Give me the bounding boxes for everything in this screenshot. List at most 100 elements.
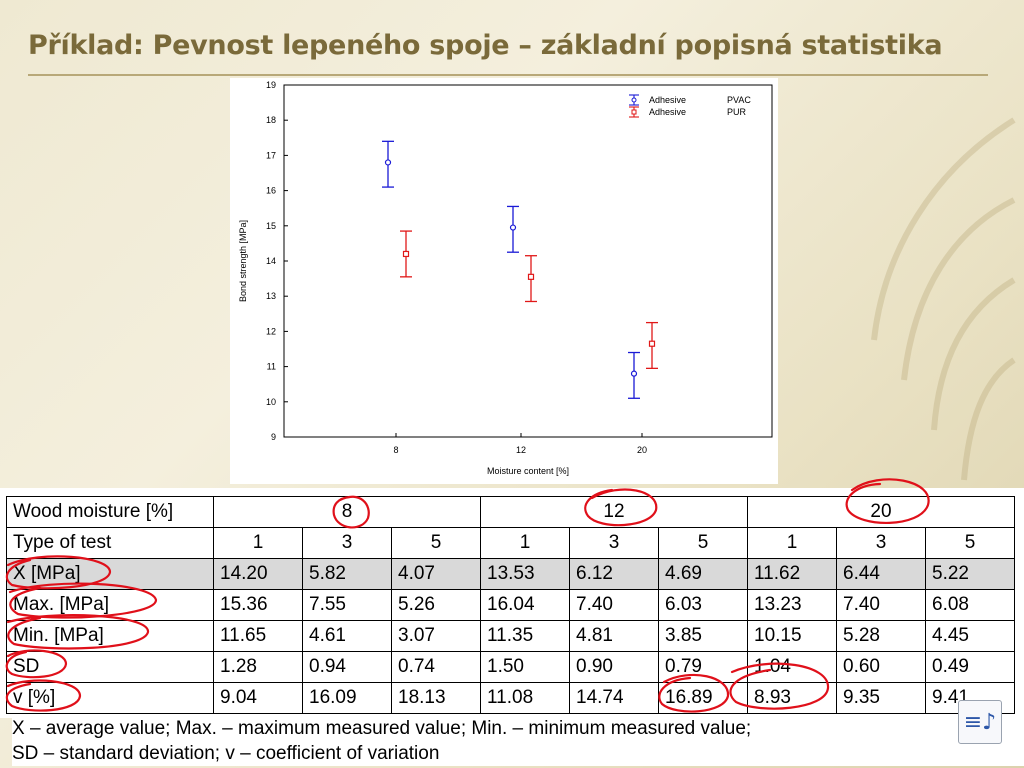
row-label-mean: X [MPa]	[6, 558, 214, 590]
test-type-cell: 1	[480, 527, 570, 559]
table-cell: 5.22	[925, 558, 1015, 590]
test-type-label: Type of test	[6, 527, 214, 559]
moisture-group-20: 20	[747, 496, 1015, 528]
test-type-cell: 5	[391, 527, 481, 559]
mean-marker	[630, 370, 638, 377]
x-tick-label: 12	[516, 445, 526, 455]
table-cell: 7.55	[302, 589, 392, 621]
background-leaf-decoration	[871, 117, 1016, 481]
table-cell: 5.26	[391, 589, 481, 621]
y-tick-label: 17	[266, 150, 276, 160]
table-cell: 16.09	[302, 682, 392, 714]
mean-marker	[509, 224, 517, 231]
title-divider	[28, 74, 988, 76]
table-cell: 11.08	[480, 682, 570, 714]
y-tick-label: 15	[266, 221, 276, 231]
y-tick-label: 12	[266, 326, 276, 336]
table-cell: 1.50	[480, 651, 570, 683]
row-label-max: Max. [MPa]	[6, 589, 214, 621]
slide-title: Příklad: Pevnost lepeného spoje – základ…	[28, 30, 943, 61]
test-type-cell: 3	[302, 527, 392, 559]
test-type-cell: 5	[925, 527, 1015, 559]
mean-marker	[402, 250, 410, 258]
table-cell: 3.07	[391, 620, 481, 652]
table-cell: 11.65	[213, 620, 303, 652]
y-tick-label: 19	[266, 80, 276, 90]
table-cell: 0.49	[925, 651, 1015, 683]
table-cell: 10.15	[747, 620, 837, 652]
table-cell: 11.62	[747, 558, 837, 590]
y-tick-label: 13	[266, 291, 276, 301]
row-label-sd: SD	[6, 651, 214, 683]
moisture-group-12: 12	[480, 496, 748, 528]
moisture-label: Wood moisture [%]	[6, 496, 214, 528]
table-cell: 4.81	[569, 620, 659, 652]
footnote-line-2: SD – standard deviation; v – coefficient…	[12, 743, 440, 764]
table-cell: 9.04	[213, 682, 303, 714]
y-tick-label: 16	[266, 186, 276, 196]
row-label-cv: v [%]	[6, 682, 214, 714]
legend-label-suffix: PVAC	[727, 95, 751, 105]
table-cell: 6.03	[658, 589, 748, 621]
audio-icon[interactable]: ≡♪	[958, 700, 1002, 744]
table-cell: 11.35	[480, 620, 570, 652]
table-cell: 4.69	[658, 558, 748, 590]
table-row-mean: X [MPa] 14.20 5.82 4.07 13.53 6.12 4.69 …	[6, 558, 1015, 590]
table-cell: 6.44	[836, 558, 926, 590]
error-bar-chart: 9 10 11 12 13 14 15 16 17 18 19 8 12 20 Adhesive PVAC…	[238, 80, 773, 476]
table-row-max: Max. [MPa] 15.36 7.55 5.26 16.04 7.40 6.…	[6, 589, 1015, 621]
table-cell: 8.93	[747, 682, 837, 714]
y-tick-label: 11	[267, 362, 276, 372]
mean-marker	[648, 340, 656, 347]
table-cell: 5.82	[302, 558, 392, 590]
plot-area	[283, 84, 773, 438]
table-cell: 0.94	[302, 651, 392, 683]
legend-marker	[631, 109, 637, 115]
legend-label-prefix: Adhesive	[649, 107, 686, 117]
y-axis-label: Bond strength [MPa]	[238, 220, 248, 302]
table-cell: 16.89	[658, 682, 748, 714]
table-cell: 0.60	[836, 651, 926, 683]
mean-marker	[527, 273, 535, 280]
moisture-group-8: 8	[213, 496, 481, 528]
table-cell: 6.12	[569, 558, 659, 590]
legend-label-suffix: PUR	[727, 107, 747, 117]
table-cell: 13.23	[747, 589, 837, 621]
table-cell: 7.40	[569, 589, 659, 621]
table-cell: 1.04	[747, 651, 837, 683]
y-tick-label: 9	[271, 432, 276, 442]
table-cell: 1.28	[213, 651, 303, 683]
table-cell: 15.36	[213, 589, 303, 621]
legend-label-prefix: Adhesive	[649, 95, 686, 105]
table-cell: 13.53	[480, 558, 570, 590]
chart-container: 9 10 11 12 13 14 15 16 17 18 19 8 12 20 Adhesive PVAC…	[230, 78, 778, 484]
table-cell: 6.08	[925, 589, 1015, 621]
y-tick-label: 10	[266, 397, 276, 407]
statistics-table-panel: Wood moisture [%] 8 12 20 Type of test 1…	[0, 488, 1024, 718]
test-type-cell: 1	[213, 527, 303, 559]
test-type-cell: 1	[747, 527, 837, 559]
statistics-table: Wood moisture [%] 8 12 20 Type of test 1…	[6, 496, 1015, 714]
table-cell: 0.90	[569, 651, 659, 683]
table-footnote: X – average value; Max. – maximum measur…	[12, 716, 1024, 766]
x-tick-label: 20	[637, 445, 647, 455]
test-type-cell: 3	[569, 527, 659, 559]
table-row-min: Min. [MPa] 11.65 4.61 3.07 11.35 4.81 3.…	[6, 620, 1015, 652]
table-cell: 14.20	[213, 558, 303, 590]
table-cell: 9.35	[836, 682, 926, 714]
table-cell: 18.13	[391, 682, 481, 714]
mean-marker	[384, 159, 392, 166]
test-type-cell: 5	[658, 527, 748, 559]
table-cell: 0.79	[658, 651, 748, 683]
table-cell: 5.28	[836, 620, 926, 652]
x-axis-label: Moisture content [%]	[487, 466, 569, 476]
table-row-cv: v [%] 9.04 16.09 18.13 11.08 14.74 16.89…	[6, 682, 1015, 714]
table-row-test-type: Type of test 1 3 5 1 3 5 1 3 5	[6, 527, 1015, 559]
table-cell: 4.45	[925, 620, 1015, 652]
y-tick-label: 18	[266, 115, 276, 125]
table-row-moisture: Wood moisture [%] 8 12 20	[6, 496, 1015, 528]
x-tick-label: 8	[393, 445, 398, 455]
y-tick-label: 14	[266, 256, 276, 266]
table-cell: 16.04	[480, 589, 570, 621]
table-cell: 4.61	[302, 620, 392, 652]
